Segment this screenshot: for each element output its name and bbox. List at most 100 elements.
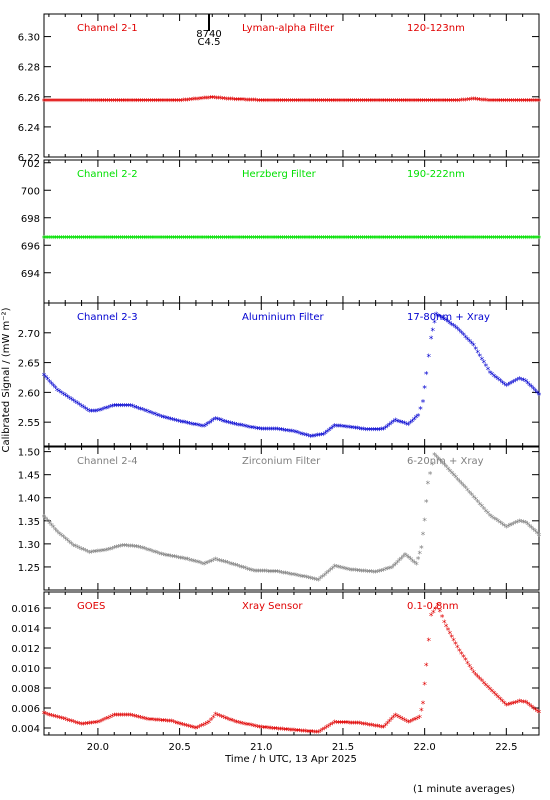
data-point: * [486,366,491,376]
data-point: * [322,725,327,735]
data-point: * [71,398,76,408]
data-point: * [527,702,532,712]
data-point: * [513,520,518,530]
data-point: * [444,623,449,633]
data-point: * [296,573,301,583]
data-point: * [326,723,331,733]
data-point: * [380,724,385,734]
data-point: * [153,717,158,727]
data-point: * [219,558,224,568]
data-point: * [490,98,495,108]
data-point: * [421,531,426,541]
data-point: * [375,426,380,436]
data-point: * [73,235,78,245]
data-point: * [426,637,431,647]
data-point: * [130,543,135,553]
data-point: * [59,715,64,725]
data-point: * [89,235,94,245]
data-point: * [373,723,378,733]
data-point: * [510,700,515,710]
data-point: * [147,716,152,726]
data-point: * [471,342,476,352]
band-label: 0.1-0.8nm [407,601,459,612]
data-point: * [365,568,370,578]
data-point: * [317,432,322,442]
channel-label: Channel 2-3 [77,312,138,323]
data-point: * [267,426,272,436]
data-point: * [406,421,411,431]
data-point: * [395,713,400,723]
data-point: * [104,405,109,415]
data-point: * [42,235,47,245]
data-point: * [410,558,415,568]
data-point: * [167,553,172,563]
data-point: * [208,419,213,429]
data-point: * [203,235,208,245]
data-point: * [44,235,49,245]
data-point: * [251,97,256,107]
data-point: * [489,235,494,245]
data-point: * [387,422,392,432]
data-point: * [517,518,522,528]
data-point: * [478,501,483,511]
data-point: * [288,235,293,245]
data-point: * [401,235,406,245]
data-point: * [284,427,289,437]
data-point: * [235,563,240,573]
data-point: * [515,699,520,709]
data-point: * [228,420,233,430]
data-point: * [298,430,303,440]
data-point: * [240,235,245,245]
data-point: * [312,433,317,443]
data-point: * [90,98,95,108]
data-point: * [273,426,278,436]
y-tick-label: 2.65 [18,359,40,370]
data-point: * [496,518,501,528]
data-point: * [137,544,142,554]
data-point: * [181,235,186,245]
data-point: * [107,98,112,108]
panels-layer: 6.22 6.24 6.26 6.28 6.30 Channel 2-1 Lyman-alp… [11,13,542,739]
data-point: * [426,235,431,245]
data-point: * [98,548,103,558]
data-point: * [158,98,163,108]
data-point: * [186,556,191,566]
data-point: * [407,98,412,108]
data-point: * [184,556,189,566]
data-point: * [507,235,512,245]
data-point: * [440,315,445,325]
data-point: * [112,545,117,555]
data-point: * [169,416,174,426]
data-point: * [180,555,185,565]
data-point: * [98,98,103,108]
data-point: * [369,722,374,732]
data-point: * [294,572,299,582]
data-point: * [61,235,66,245]
data-point: * [410,718,415,728]
data-point: * [67,395,72,405]
data-point: * [148,98,153,108]
data-point: * [328,722,333,732]
data-point: * [522,699,527,709]
data-point: * [450,470,455,480]
data-point: * [275,569,280,579]
data-point: * [46,98,51,108]
data-point: * [220,95,225,105]
data-point: * [208,559,213,569]
data-point: * [259,98,264,108]
data-point: * [124,402,129,412]
x-tick-label: 22.5 [495,742,517,753]
data-point: * [422,517,427,527]
data-point: * [116,544,121,554]
data-point: * [279,427,284,437]
data-point: * [292,235,297,245]
data-point: * [345,235,350,245]
data-point: * [375,723,380,733]
band-label: 6-20nm + Xray [407,456,484,467]
data-point: * [399,235,404,245]
data-point: * [247,97,252,107]
data-point: * [54,98,59,108]
data-point: * [207,719,212,729]
data-point: * [69,396,74,406]
data-point: * [471,494,476,504]
